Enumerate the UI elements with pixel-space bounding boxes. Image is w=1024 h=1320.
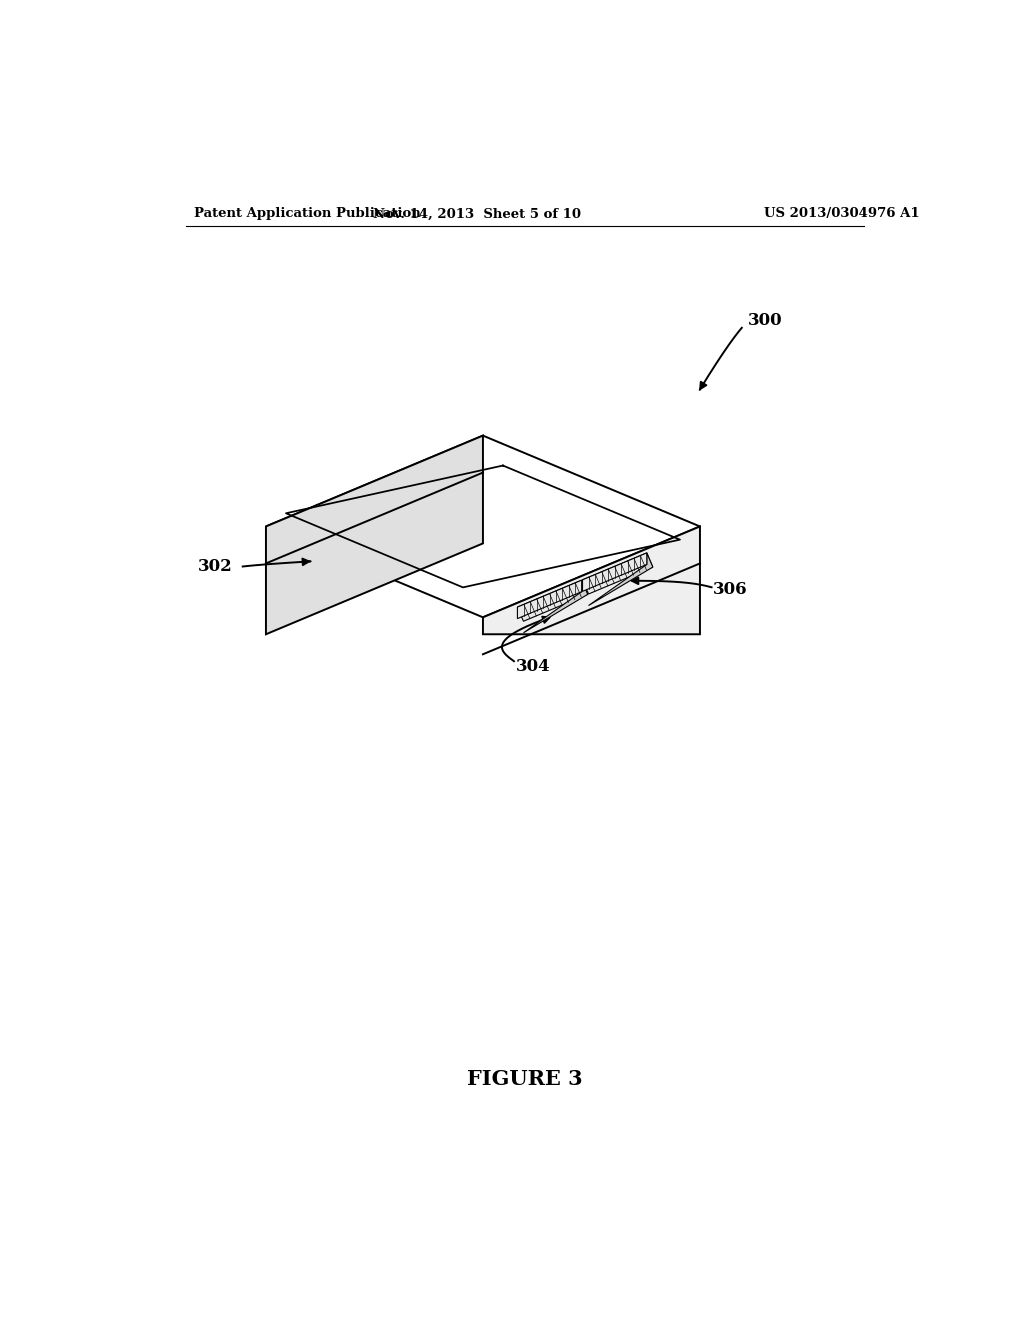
Polygon shape: [517, 581, 588, 622]
Polygon shape: [583, 553, 647, 591]
Text: Nov. 14, 2013  Sheet 5 of 10: Nov. 14, 2013 Sheet 5 of 10: [373, 207, 581, 220]
Polygon shape: [583, 553, 653, 594]
Polygon shape: [266, 436, 483, 635]
Polygon shape: [523, 581, 588, 632]
Text: 304: 304: [515, 659, 550, 675]
Polygon shape: [589, 553, 653, 606]
Polygon shape: [483, 527, 700, 635]
Text: FIGURE 3: FIGURE 3: [467, 1069, 583, 1089]
Text: 300: 300: [748, 312, 782, 329]
Text: 306: 306: [713, 581, 748, 598]
Text: 302: 302: [198, 558, 232, 576]
Polygon shape: [266, 436, 700, 618]
Polygon shape: [517, 581, 582, 619]
Text: US 2013/0304976 A1: US 2013/0304976 A1: [764, 207, 920, 220]
Text: Patent Application Publication: Patent Application Publication: [194, 207, 421, 220]
